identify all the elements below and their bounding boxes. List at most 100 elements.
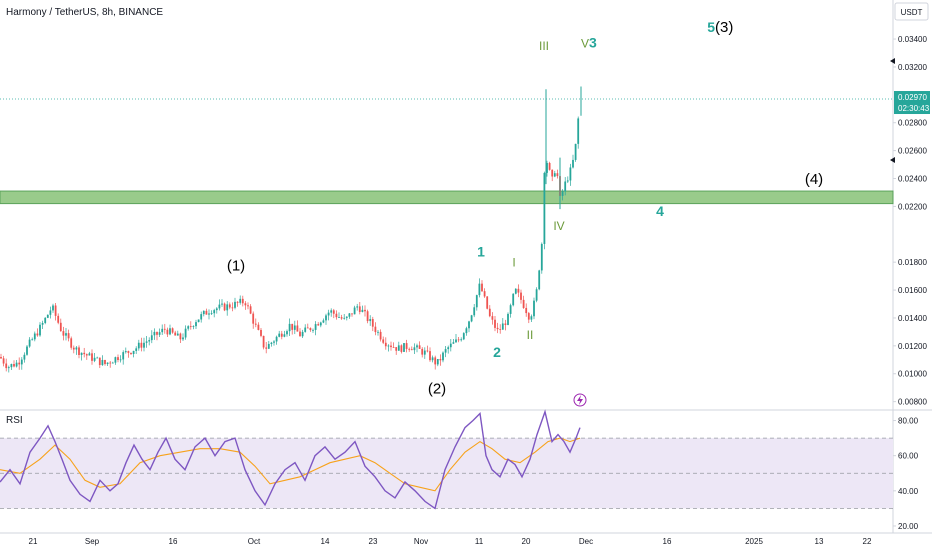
candle-body[interactable] [327,312,330,316]
candle-body[interactable] [364,309,366,312]
candle-body[interactable] [309,328,312,331]
candle-body[interactable] [291,323,294,330]
candle-body[interactable] [244,303,247,306]
candle-body[interactable] [41,322,44,325]
candle-body[interactable] [410,349,413,351]
candle-body[interactable] [319,322,322,326]
candle-body[interactable] [2,358,5,364]
candle-body[interactable] [449,343,452,348]
candle-body[interactable] [70,338,73,348]
candle-body[interactable] [218,304,221,309]
candle-body[interactable] [509,305,512,314]
candle-body[interactable] [132,350,135,354]
candle-body[interactable] [78,347,80,355]
candle-body[interactable] [236,301,239,303]
candle-body[interactable] [286,331,288,335]
candle-body[interactable] [80,352,83,355]
candle-body[interactable] [7,367,10,369]
candle-body[interactable] [561,191,564,196]
candle-body[interactable] [299,331,301,337]
candle-body[interactable] [293,325,296,330]
candle-body[interactable] [49,310,52,315]
candle-body[interactable] [13,364,15,367]
candle-body[interactable] [335,313,338,318]
candle-body[interactable] [72,347,75,350]
candle-body[interactable] [374,326,377,333]
candle-body[interactable] [564,181,567,192]
candle-body[interactable] [267,343,270,349]
candle-body[interactable] [317,324,320,326]
candle-body[interactable] [18,362,21,365]
candle-body[interactable] [252,313,255,324]
candle-body[interactable] [548,162,551,170]
candle-body[interactable] [343,317,346,319]
candle-body[interactable] [54,305,57,316]
candle-body[interactable] [44,317,47,323]
candle-body[interactable] [462,333,465,340]
candle-body[interactable] [200,314,203,320]
candle-body[interactable] [231,307,234,309]
candle-body[interactable] [361,309,364,312]
candle-body[interactable] [426,350,429,352]
candle-body[interactable] [26,346,28,355]
candle-body[interactable] [65,333,67,336]
candle-body[interactable] [262,335,265,348]
candle-body[interactable] [431,357,434,361]
candle-body[interactable] [93,357,96,361]
candle-body[interactable] [130,352,132,354]
price-pane[interactable] [0,0,893,410]
candle-body[interactable] [192,326,195,327]
candle-body[interactable] [85,354,88,356]
candle-body[interactable] [530,316,533,320]
candle-body[interactable] [379,331,382,340]
candle-body[interactable] [413,347,416,351]
candle-body[interactable] [0,357,2,359]
candle-body[interactable] [569,167,572,181]
candle-body[interactable] [504,323,507,325]
candle-body[interactable] [397,345,400,351]
candle-body[interactable] [278,333,281,337]
candle-body[interactable] [210,313,213,315]
candle-body[interactable] [104,360,106,365]
candle-body[interactable] [520,292,522,300]
candle-body[interactable] [265,347,268,349]
candle-body[interactable] [574,143,577,160]
candle-body[interactable] [257,324,260,330]
candle-body[interactable] [20,359,23,365]
candle-body[interactable] [475,295,478,308]
candle-body[interactable] [288,323,291,332]
candle-body[interactable] [283,334,286,337]
candle-body[interactable] [205,310,208,315]
candle-body[interactable] [182,337,184,340]
candle-body[interactable] [91,353,93,361]
candle-body[interactable] [473,307,476,316]
candle-body[interactable] [275,336,278,342]
candle-body[interactable] [163,328,166,330]
candle-body[interactable] [481,283,483,292]
candle-body[interactable] [486,296,489,309]
candle-body[interactable] [111,362,114,364]
candle-body[interactable] [62,331,65,336]
candle-body[interactable] [98,357,101,366]
candle-body[interactable] [223,303,226,311]
candle-body[interactable] [371,319,374,327]
time-axis[interactable]: 21 Sep 16 Oct 14 23 Nov 11 20 Dec 16 2025 13 22 [29,537,872,546]
candle-body[interactable] [460,339,463,341]
candle-body[interactable] [114,357,117,363]
candle-body[interactable] [408,348,411,350]
rsi-lines[interactable] [0,409,581,510]
candle-body[interactable] [538,270,541,290]
candle-body[interactable] [234,301,236,308]
candle-body[interactable] [96,357,99,359]
candle-body[interactable] [468,321,470,329]
candle-body[interactable] [390,345,392,348]
candle-body[interactable] [31,339,34,341]
candle-body[interactable] [280,333,283,337]
candle-body[interactable] [494,319,496,328]
candle-body[interactable] [514,288,517,294]
candle-body[interactable] [442,352,444,361]
candle-body[interactable] [348,313,351,317]
candle-body[interactable] [187,326,190,329]
candle-body[interactable] [158,332,161,335]
support-zone[interactable] [0,190,894,205]
